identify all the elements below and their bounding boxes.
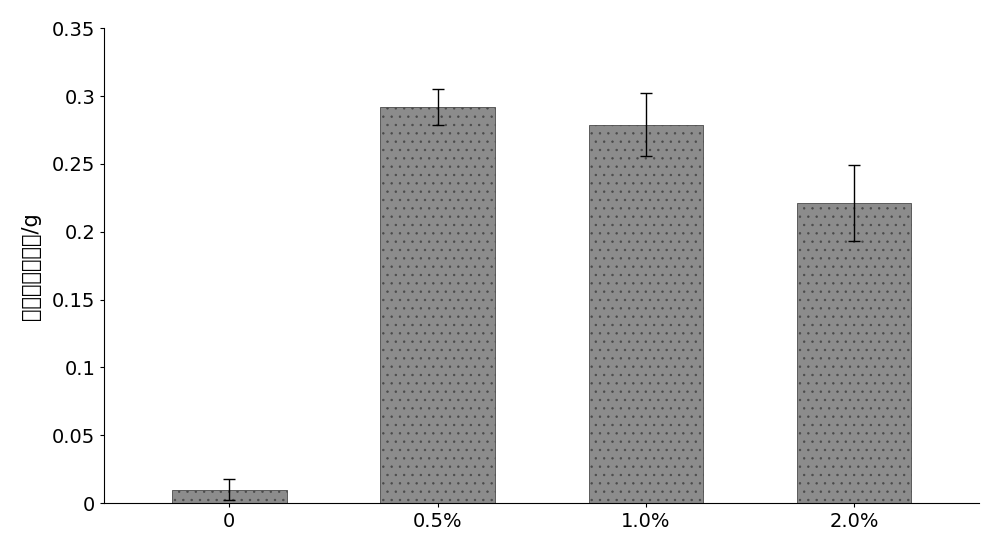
Bar xyxy=(797,203,911,503)
Bar xyxy=(380,107,495,503)
Y-axis label: 地下部干物质重/g: 地下部干物质重/g xyxy=(21,212,41,320)
Bar xyxy=(172,490,287,503)
Bar xyxy=(589,125,703,503)
